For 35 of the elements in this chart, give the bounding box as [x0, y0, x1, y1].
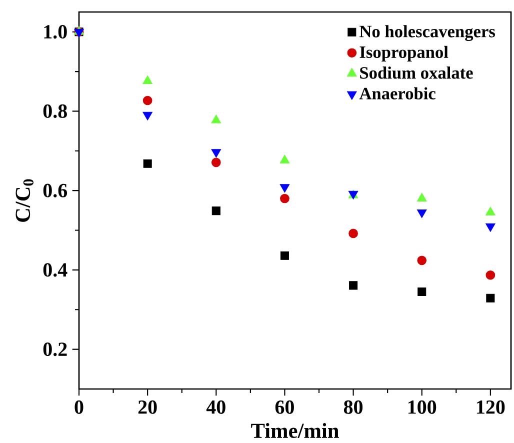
point — [143, 159, 152, 168]
legend-label: No holescavengers — [360, 25, 495, 42]
y-axis-title: C/C$_{0}$ — [16, 179, 34, 222]
x-tick-label: 40 — [206, 400, 226, 414]
x-tick-label: 20 — [138, 400, 157, 414]
point — [418, 288, 426, 296]
point — [486, 223, 496, 232]
point — [280, 184, 290, 193]
point — [280, 251, 289, 260]
point — [486, 270, 496, 280]
point — [348, 228, 358, 238]
legend-label: Sodium oxalate — [360, 66, 473, 79]
point — [417, 256, 427, 266]
y-tick-label: 0.6 — [43, 184, 68, 198]
legend-label: Isopropanol — [360, 46, 448, 62]
x-tick-label: 100 — [408, 400, 436, 414]
x-tick-label: 0 — [74, 400, 84, 414]
y-tick-label: 0.8 — [43, 104, 67, 118]
point — [211, 158, 221, 168]
x-tick-label: 80 — [344, 400, 363, 414]
y-tick-label: 1.0 — [44, 25, 67, 39]
point — [212, 206, 220, 216]
point — [416, 209, 427, 218]
point — [211, 149, 222, 158]
point — [142, 112, 152, 120]
x-axis-title: Time/min — [251, 423, 339, 438]
y-tick-label: 0.4 — [43, 263, 68, 277]
point — [142, 96, 152, 106]
point — [486, 294, 495, 302]
y-tick-label: 0.2 — [43, 342, 67, 356]
legend-label: Anaerobic — [359, 87, 436, 100]
point — [280, 194, 290, 204]
x-tick-label: 60 — [275, 400, 294, 414]
x-tick-label: 120 — [477, 400, 505, 414]
point — [349, 281, 358, 290]
